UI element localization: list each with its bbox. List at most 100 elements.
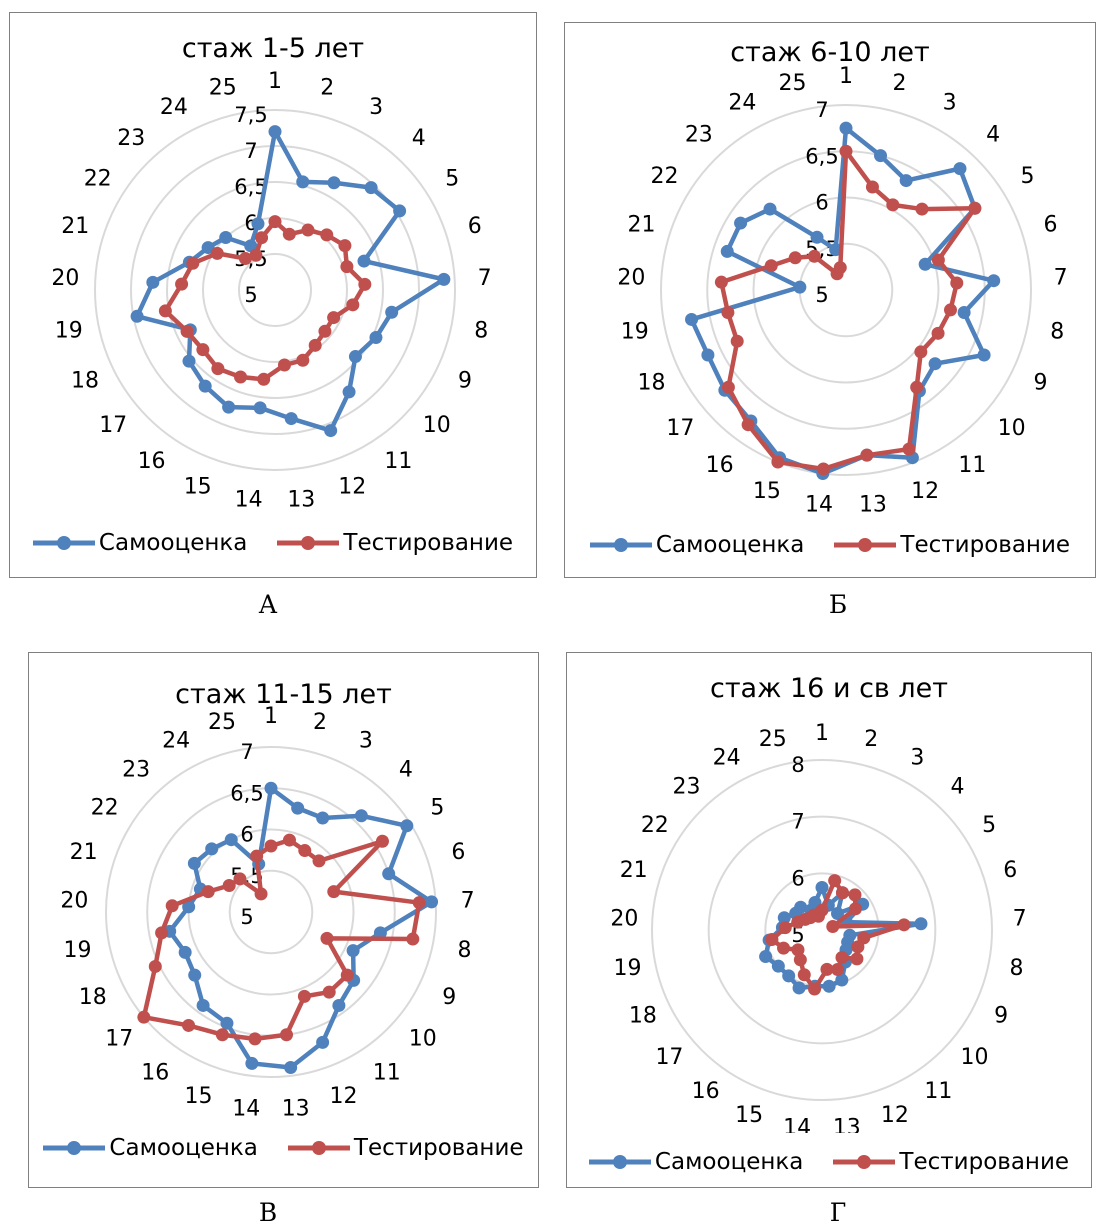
data-point [282,833,296,847]
legend-label: Самооценка [654,1149,804,1175]
data-point [810,230,824,244]
data-point [182,900,196,914]
category-label: 2 [864,727,878,752]
data-point [987,274,1001,288]
data-point [373,926,387,940]
data-point [165,899,179,913]
data-point [953,162,967,176]
data-point [264,781,278,795]
data-point [301,223,315,237]
gridline-ring [752,196,940,384]
data-point [346,944,360,958]
radial-tick-label: 7 [815,98,828,122]
category-label: 7 [1013,907,1027,932]
category-label: 4 [399,757,413,782]
data-point [282,227,296,241]
legend: Самооценка Тестирование [10,530,536,556]
category-label: 9 [442,985,456,1010]
category-label: 24 [728,91,756,116]
data-point [886,198,900,212]
data-point [874,149,888,163]
category-label: 16 [706,453,734,478]
legend-marker-blue [589,538,652,552]
category-label: 14 [783,1115,811,1133]
gridline-ring [660,104,1032,476]
data-point [369,331,383,345]
data-point [364,181,378,195]
category-label: 9 [994,1003,1008,1028]
category-label: 7 [461,889,475,914]
data-point [284,1061,298,1075]
data-point [815,881,829,894]
data-point [791,943,805,957]
category-label: 6 [451,840,465,865]
data-point [338,239,352,253]
data-point [839,121,853,135]
legend-marker-red [834,538,897,552]
data-point [257,372,271,386]
gridline-ring [228,869,314,955]
radial-tick-label: 5 [244,283,257,307]
gridline-ring [130,145,420,435]
data-point [763,202,777,216]
data-point [865,180,879,194]
data-point [255,231,269,245]
data-point [296,175,310,189]
category-label: 6 [468,214,482,239]
data-point [358,277,372,291]
series-line-testing [163,219,368,382]
category-label: 14 [232,1096,260,1121]
category-label: 5 [982,813,996,838]
legend: Самооценка Тестирование [29,1135,538,1161]
legend-marker-red [287,1141,350,1155]
data-point [797,968,811,982]
category-label: 24 [160,95,188,120]
radial-tick-label: 6 [791,866,804,890]
data-point [318,324,332,338]
data-point [210,246,224,260]
data-point [897,918,911,932]
radial-tick-label: 5 [240,905,253,929]
data-point [848,888,862,902]
category-label: 21 [70,840,98,865]
data-point [220,1016,234,1030]
data-point [950,276,964,290]
data-point [196,998,210,1012]
legend-label: Тестирование [343,530,514,556]
category-label: 23 [117,126,145,151]
data-point [316,1035,330,1049]
data-point [788,251,802,265]
category-label: 3 [943,91,957,116]
data-point [848,902,862,916]
radial-tick-label: 5 [815,283,828,307]
data-point [759,950,773,964]
category-label: 16 [141,1060,169,1085]
data-point [340,968,354,982]
category-label: 12 [911,479,939,504]
radar-chart: 1 234567891011121314151617181920212223242… [60,704,475,1121]
data-point [914,345,928,359]
data-point [714,275,728,289]
data-point [808,982,822,996]
data-point [219,231,233,245]
category-label: 10 [423,413,451,438]
category-label: 11 [924,1079,952,1104]
chart-panel-v: стаж 11-15 лет 1 2 3 4 5 6 7 8 9 10 11 12 13 14 15 16 17… [28,652,539,1188]
chart-panel-a: стаж 1-5 лет 1 2 3 4 5 6 7 8 9 10 11 12 13 14 15 16 17 18… [9,12,537,578]
legend-marker-red [833,1155,896,1169]
data-point [943,303,957,317]
data-point [851,940,865,954]
category-label: 16 [692,1079,720,1104]
category-label: 7 [1054,266,1068,291]
category-label: 1 [815,721,829,746]
legend-item-self-assessment: Самооценка [589,532,804,558]
legend-label: Самооценка [98,530,248,556]
legend: Самооценка Тестирование [565,532,1095,558]
data-point [393,204,407,218]
data-point [839,144,853,158]
data-point [794,900,808,914]
data-point [721,306,735,320]
data-point [721,380,735,394]
radial-tick-label: 7,5 [234,103,267,127]
data-point [835,886,849,900]
